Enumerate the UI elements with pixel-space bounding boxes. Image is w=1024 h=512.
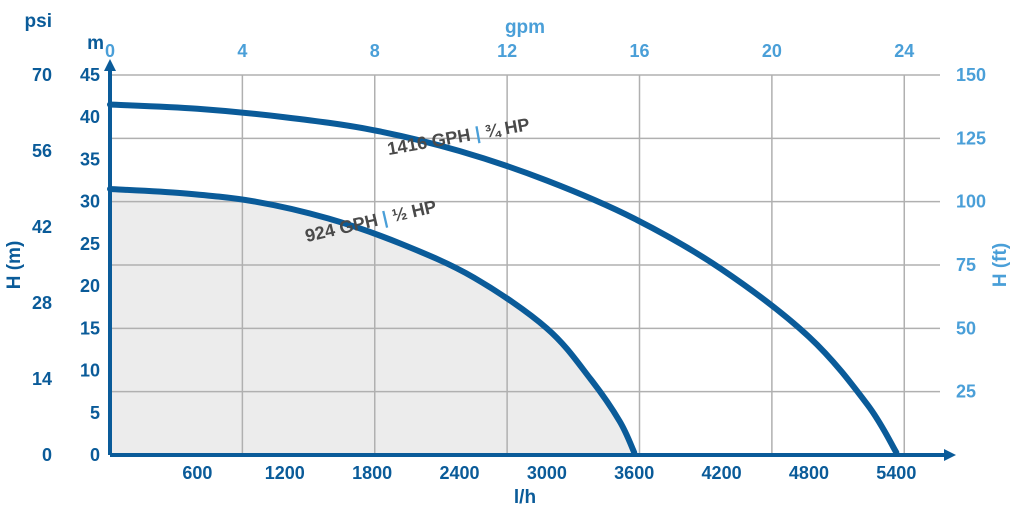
ytick-m: 0 bbox=[90, 445, 100, 465]
ytick-psi: 0 bbox=[42, 445, 52, 465]
xtick-top: 24 bbox=[894, 41, 914, 61]
ytick-m: 30 bbox=[80, 192, 100, 212]
xtick-top: 4 bbox=[237, 41, 247, 61]
xtick-bottom: 1200 bbox=[265, 463, 305, 483]
y-left-title: H (m) bbox=[4, 241, 25, 290]
ytick-psi: 42 bbox=[32, 217, 52, 237]
ytick-psi: 28 bbox=[32, 293, 52, 313]
xtick-bottom: 4200 bbox=[702, 463, 742, 483]
ytick-ft: 50 bbox=[956, 318, 976, 338]
ytick-ft: 25 bbox=[956, 382, 976, 402]
ytick-m: 15 bbox=[80, 318, 100, 338]
ytick-ft: 125 bbox=[956, 128, 986, 148]
xtick-top: 12 bbox=[497, 41, 517, 61]
ytick-m: 25 bbox=[80, 234, 100, 254]
xtick-bottom: 3000 bbox=[527, 463, 567, 483]
ytick-ft: 75 bbox=[956, 255, 976, 275]
xtick-top: 0 bbox=[105, 41, 115, 61]
xtick-top: 16 bbox=[629, 41, 649, 61]
y-psi-unit: psi bbox=[25, 11, 52, 32]
ytick-m: 40 bbox=[80, 107, 100, 127]
xtick-bottom: 2400 bbox=[439, 463, 479, 483]
xtick-bottom: 1800 bbox=[352, 463, 392, 483]
x-top-title: gpm bbox=[505, 17, 545, 38]
ytick-m: 10 bbox=[80, 361, 100, 381]
xtick-bottom: 4800 bbox=[789, 463, 829, 483]
x-bottom-title: l/h bbox=[514, 487, 536, 508]
ytick-m: 45 bbox=[80, 65, 100, 85]
ytick-psi: 70 bbox=[32, 65, 52, 85]
ytick-psi: 14 bbox=[32, 369, 52, 389]
y-right-title: H (ft) bbox=[990, 243, 1011, 287]
y-m-unit: m bbox=[87, 33, 104, 54]
ytick-psi: 56 bbox=[32, 141, 52, 161]
xtick-bottom: 600 bbox=[182, 463, 212, 483]
xtick-bottom: 5400 bbox=[876, 463, 916, 483]
ytick-ft: 100 bbox=[956, 192, 986, 212]
ytick-ft: 150 bbox=[956, 65, 986, 85]
ytick-m: 20 bbox=[80, 276, 100, 296]
ytick-m: 35 bbox=[80, 149, 100, 169]
xtick-top: 20 bbox=[762, 41, 782, 61]
ytick-m: 5 bbox=[90, 403, 100, 423]
xtick-top: 8 bbox=[370, 41, 380, 61]
xtick-bottom: 3600 bbox=[614, 463, 654, 483]
